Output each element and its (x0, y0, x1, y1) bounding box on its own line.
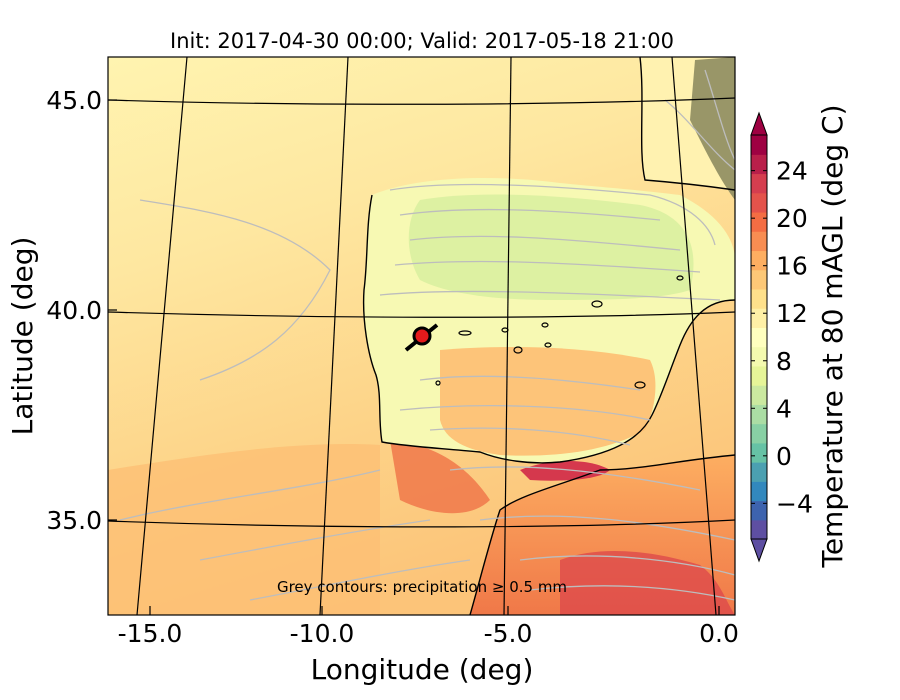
y-axis-label: Latitude (deg) (6, 237, 39, 436)
colorbar-band (751, 346, 767, 367)
y-tick-label: 40.0 (46, 296, 102, 325)
colorbar-band (751, 173, 767, 194)
colorbar-band (751, 231, 767, 252)
warm-sea-band (108, 444, 380, 615)
colorbar-frame (750, 134, 768, 540)
colorbar-band (751, 385, 767, 405)
colorbar: −4 0 4 8 12 16 20 24 Temperature at 80 mAGL (de… (750, 104, 849, 569)
y-tick-label: 35.0 (46, 506, 102, 535)
colorbar-band (751, 500, 767, 521)
x-tick-label: -5.0 (484, 619, 533, 648)
map-frame (107, 56, 736, 616)
colorbar-tick-label: 4 (776, 394, 792, 423)
colorbar-tick-label: 24 (776, 157, 808, 186)
iberia-southeast-hot (520, 461, 610, 481)
colorbar-band (751, 135, 767, 155)
iberia-interior-cool (408, 194, 694, 300)
colorbar-band (751, 154, 767, 175)
colorbar-band (751, 519, 767, 540)
temperature-contour-islands (435, 275, 684, 389)
colorbar-tick-label: 12 (776, 299, 808, 328)
x-tick-label: 0.0 (699, 619, 739, 648)
colorbar-ticks: −4 0 4 8 12 16 20 24 (751, 157, 813, 518)
precipitation-annotation: Grey contours: precipitation ≥ 0.5 mm (277, 578, 567, 596)
x-axis-label: Longitude (deg) (311, 653, 534, 686)
alps-cold-area (690, 57, 735, 200)
colorbar-band (751, 404, 767, 425)
warm-sea-core (390, 440, 490, 514)
site-marker-dot (412, 326, 432, 346)
colorbar-band (751, 423, 767, 444)
colorbar-band (751, 327, 767, 348)
x-axis: -15.0 -10.0 -5.0 0.0 Longitude (deg) (118, 606, 739, 686)
hot-zone-africa (560, 550, 735, 615)
iberia-south-warm (440, 347, 656, 456)
precipitation-contours (119, 69, 735, 601)
colorbar-max-extension (750, 111, 768, 136)
y-axis: 45.0 40.0 35.0 Latitude (deg) (6, 86, 117, 535)
plot-title: Init: 2017-04-30 00:00; Valid: 2017-05-1… (170, 29, 674, 53)
colorbar-band (751, 481, 767, 502)
colorbar-tick-label: 8 (776, 347, 792, 376)
x-tick-label: -15.0 (118, 619, 183, 648)
colorbar-label: Temperature at 80 mAGL (deg C) (816, 104, 849, 568)
colorbar-band (751, 288, 767, 309)
colorbar-band (751, 192, 767, 213)
x-tick-label: -10.0 (290, 619, 355, 648)
colorbar-min-extension (750, 538, 768, 563)
colorbar-tick-label: −4 (776, 489, 813, 518)
colorbar-band (751, 365, 767, 386)
colorbar-tick-label: 16 (776, 252, 808, 281)
colorbar-band (751, 211, 767, 232)
coastline (362, 57, 735, 615)
colorbar-bands (751, 135, 767, 540)
colorbar-tick-label: 0 (776, 442, 792, 471)
colorbar-band (751, 442, 767, 463)
colorbar-band (751, 308, 767, 328)
colorbar-tick-label: 20 (776, 204, 808, 233)
colorbar-band (751, 269, 767, 290)
site-marker[interactable] (404, 323, 439, 352)
colorbar-band (751, 462, 767, 482)
graticule (108, 57, 735, 615)
y-tick-label: 45.0 (46, 86, 102, 115)
map-area[interactable]: Grey contours: precipitation ≥ 0.5 mm (108, 57, 735, 615)
colorbar-band (751, 250, 767, 271)
